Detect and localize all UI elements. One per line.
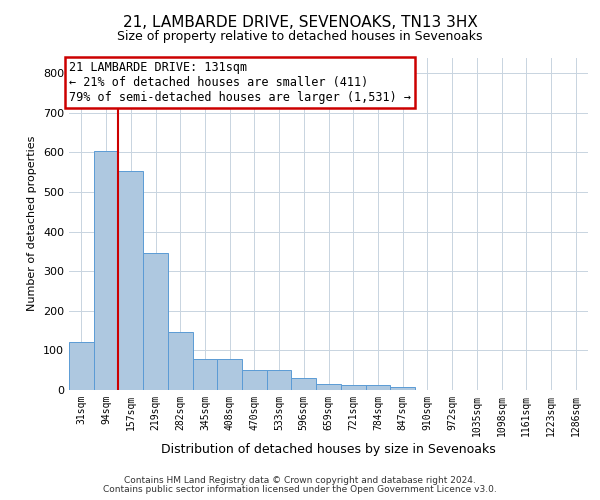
Bar [341,385,365,390]
Bar [94,152,118,390]
Bar [390,387,415,390]
Bar [143,252,168,390]
Bar [118,171,143,390]
Text: 21, LAMBARDE DRIVE, SEVENOAKS, TN13 3HX: 21, LAMBARDE DRIVE, SEVENOAKS, TN13 3HX [122,15,478,30]
Bar [267,370,292,390]
Text: Size of property relative to detached houses in Sevenoaks: Size of property relative to detached ho… [117,30,483,43]
Bar [242,370,267,390]
X-axis label: Distribution of detached houses by size in Sevenoaks: Distribution of detached houses by size … [161,443,496,456]
Bar [193,359,217,390]
Y-axis label: Number of detached properties: Number of detached properties [28,136,37,312]
Bar [168,332,193,390]
Bar [217,359,242,390]
Bar [365,385,390,390]
Bar [69,342,94,390]
Bar [292,378,316,390]
Text: Contains public sector information licensed under the Open Government Licence v3: Contains public sector information licen… [103,485,497,494]
Text: 21 LAMBARDE DRIVE: 131sqm
← 21% of detached houses are smaller (411)
79% of semi: 21 LAMBARDE DRIVE: 131sqm ← 21% of detac… [69,60,411,104]
Bar [316,384,341,390]
Text: Contains HM Land Registry data © Crown copyright and database right 2024.: Contains HM Land Registry data © Crown c… [124,476,476,485]
